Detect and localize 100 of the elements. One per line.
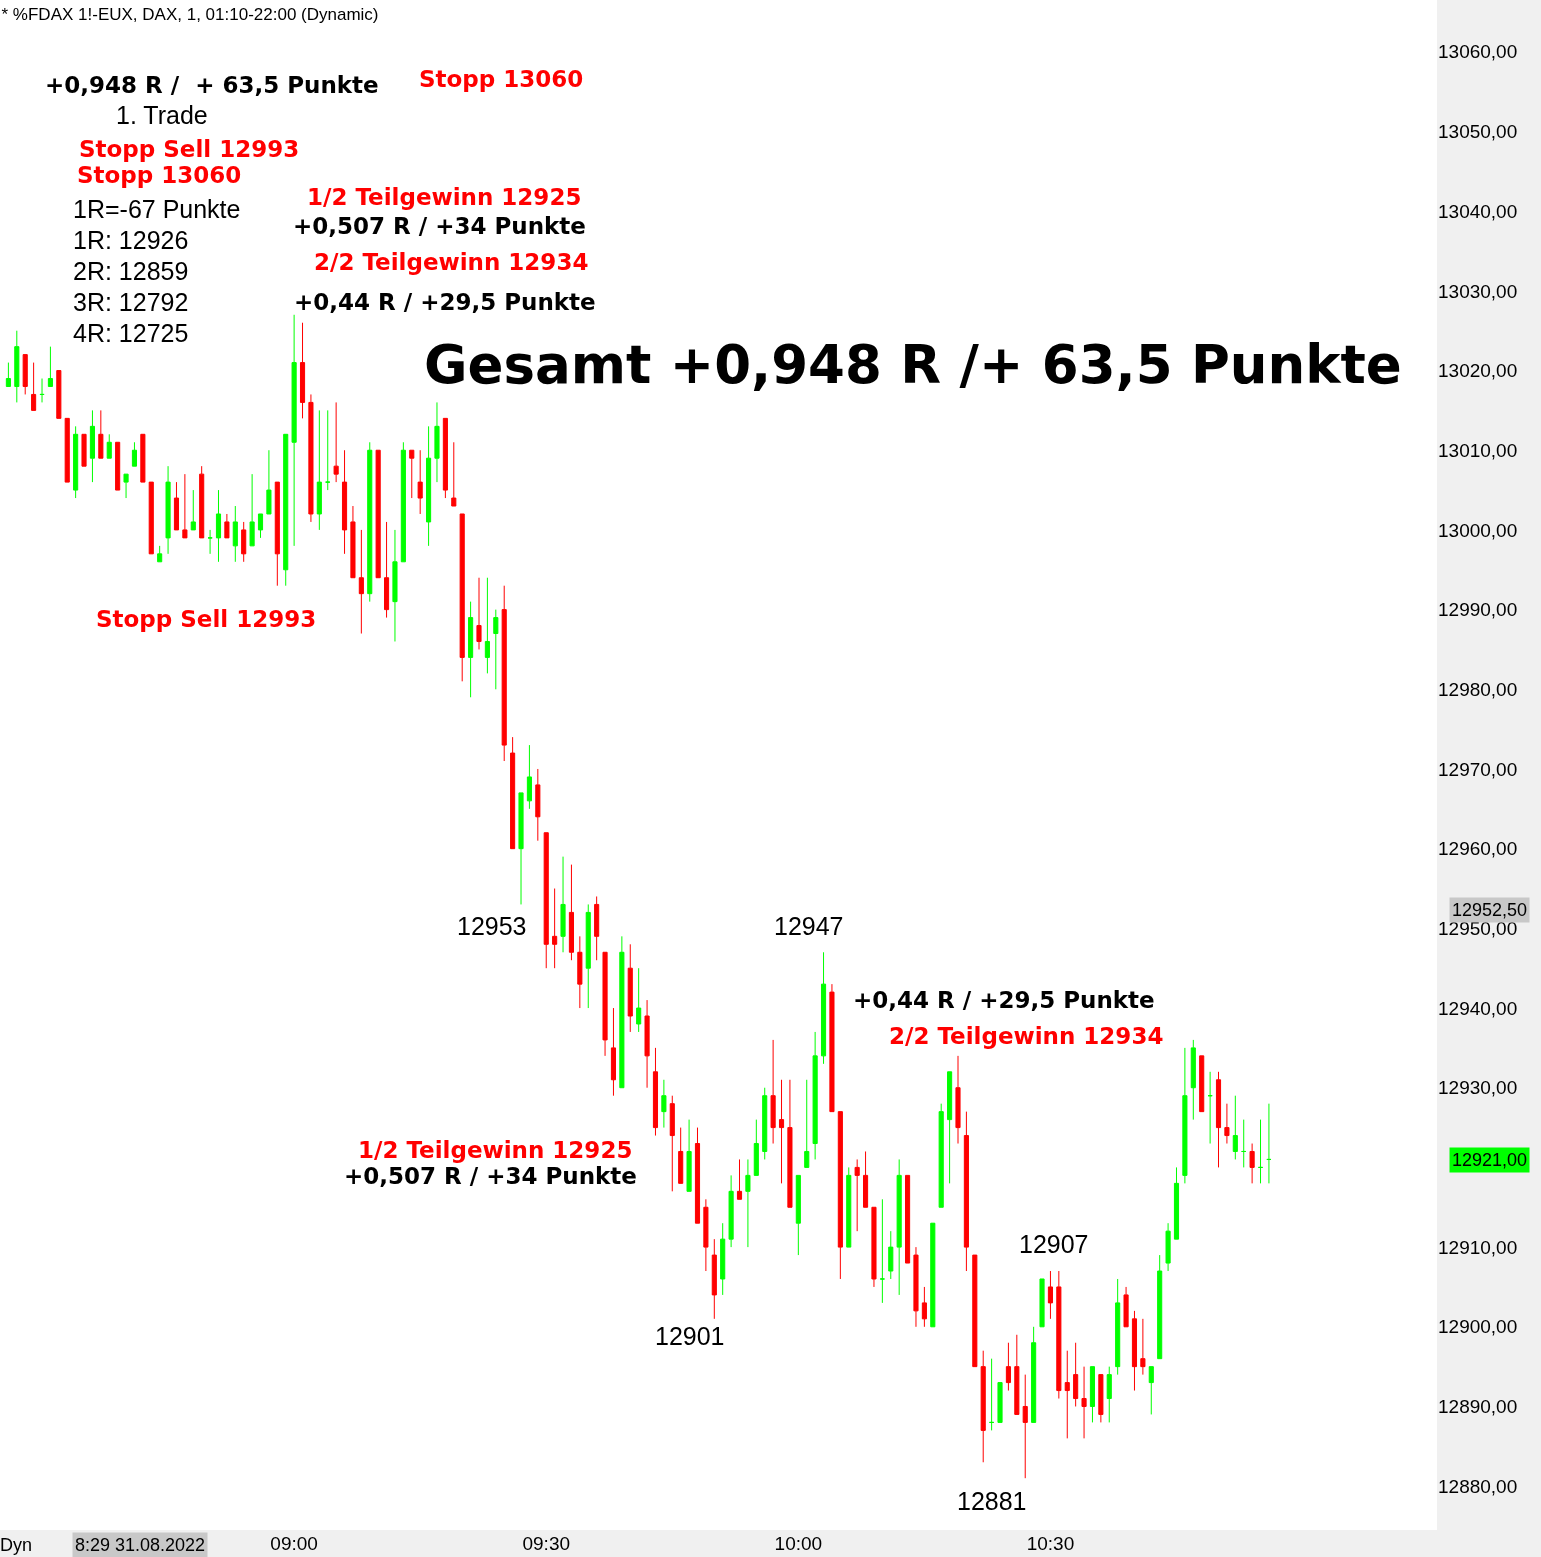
candlestick <box>560 856 566 953</box>
y-tick-label: 12910,00 <box>1438 1236 1518 1258</box>
candlestick <box>207 529 213 555</box>
candlestick <box>930 1222 936 1328</box>
candlestick <box>31 362 37 411</box>
candlestick <box>1089 1366 1096 1423</box>
candlestick <box>22 354 28 395</box>
candlestick <box>5 362 11 387</box>
text: 8:29 31.08.2022 <box>75 1535 206 1555</box>
candlestick <box>812 1031 818 1160</box>
candlestick <box>299 322 306 419</box>
candlestick <box>518 792 524 905</box>
candlestick <box>619 935 625 1089</box>
candlestick <box>1148 1366 1154 1415</box>
chart-title: * %FDAX 1!-EUX, DAX, 1, 01:10-22:00 (Dynamic) <box>1 4 379 24</box>
candlestick <box>997 1382 1003 1423</box>
candlestick <box>417 449 423 515</box>
y-tick-label: 13000,00 <box>1438 519 1518 541</box>
candlestick <box>333 401 339 483</box>
candlestick <box>543 832 549 969</box>
annotation: +0,44 R / +29,5 Punkte <box>294 289 596 315</box>
candlestick <box>736 1158 743 1200</box>
candlestick <box>1022 1374 1028 1479</box>
candlestick <box>770 1039 776 1145</box>
candlestick <box>434 401 440 483</box>
candlestick <box>173 481 180 531</box>
candlestick <box>989 1358 995 1431</box>
candlestick <box>1207 1071 1213 1145</box>
candlestick <box>1173 1166 1180 1240</box>
candlestick <box>778 1079 785 1184</box>
candlestick <box>501 585 507 762</box>
y-tick-label: 12980,00 <box>1438 678 1518 700</box>
annotation: 12881 <box>957 1487 1027 1515</box>
candlestick <box>1073 1342 1079 1407</box>
y-tick-label: 13020,00 <box>1438 360 1518 382</box>
candlestick <box>804 1079 810 1168</box>
candlestick <box>140 433 146 483</box>
x-tick-label: 10:30 <box>1026 1533 1075 1554</box>
candlestick <box>585 903 591 1009</box>
candlestick <box>661 1079 667 1129</box>
candlestick <box>837 1111 843 1280</box>
annotation: 1/2 Teilgewinn 12925 <box>307 184 582 210</box>
candlestick <box>1106 1366 1112 1423</box>
candlestick <box>1215 1071 1222 1168</box>
annotation: 12947 <box>774 912 844 940</box>
x-tick-label: 09:30 <box>522 1533 570 1554</box>
text: Dyn <box>0 1535 33 1555</box>
candlestick <box>257 513 264 539</box>
y-tick-label: 12940,00 <box>1438 997 1518 1019</box>
candlestick <box>89 409 95 483</box>
y-tick-label: 12950,00 <box>1438 918 1518 940</box>
candlestick <box>846 1166 852 1248</box>
candlestick <box>73 425 79 499</box>
candlestick <box>820 951 827 1065</box>
candlestick <box>1157 1254 1163 1360</box>
text: 12921,00 <box>1452 1150 1528 1170</box>
candlestick <box>686 1119 692 1192</box>
candlestick <box>123 473 129 499</box>
candlestick <box>392 529 398 642</box>
candlestick <box>694 1127 701 1224</box>
annotation: +0,507 R / +34 Punkte <box>293 213 586 239</box>
candlestick <box>1115 1278 1121 1376</box>
candlestick <box>1182 1047 1188 1184</box>
candlestick <box>493 609 499 690</box>
y-tick-label: 13010,00 <box>1438 439 1518 461</box>
candlestick <box>711 1238 717 1320</box>
y-tick-label: 12990,00 <box>1438 599 1518 621</box>
x-tick-label: 10:00 <box>774 1533 823 1554</box>
candlestick <box>879 1198 885 1304</box>
annotation: Stopp 13060 <box>77 162 242 188</box>
annotation: 2R: 12859 <box>73 257 189 285</box>
candlestick <box>115 441 121 491</box>
y-tick-label: 12970,00 <box>1438 758 1518 780</box>
candlestick <box>594 895 600 961</box>
candlestick <box>728 1174 734 1248</box>
text: 12952,50 <box>1452 900 1528 920</box>
candlestick <box>921 1286 927 1328</box>
candlestick <box>787 1079 793 1208</box>
annotation: 12901 <box>655 1322 725 1350</box>
candlestick <box>1131 1310 1138 1392</box>
candlestick <box>577 935 583 1009</box>
candlestick <box>762 1087 768 1160</box>
candlestick <box>341 449 348 555</box>
candlestick <box>1005 1342 1011 1392</box>
candlestick <box>745 1158 751 1248</box>
y-tick-label: 12880,00 <box>1438 1475 1518 1497</box>
y-tick-label: 12930,00 <box>1438 1077 1518 1099</box>
candlestick <box>955 1055 961 1145</box>
candlestick <box>1249 1143 1255 1184</box>
candlestick <box>1232 1095 1238 1160</box>
candlestick <box>678 1127 684 1184</box>
y-tick-label: 12900,00 <box>1438 1316 1518 1338</box>
y-tick-label: 13060,00 <box>1438 41 1518 63</box>
candlestick <box>602 951 608 1057</box>
candlestick <box>367 441 373 603</box>
candlestick <box>669 1095 675 1192</box>
candlestick <box>56 370 62 419</box>
y-tick-label: 12890,00 <box>1438 1396 1518 1418</box>
candlestick <box>636 967 642 1033</box>
candlestick <box>510 736 516 850</box>
